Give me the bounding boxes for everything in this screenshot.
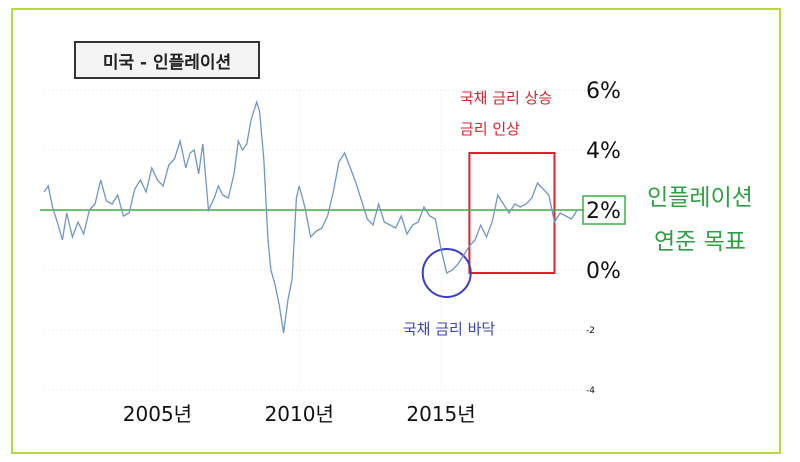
y-tick-label-3: 0% [586, 259, 621, 284]
rate-hike-label: 금리 인상 [460, 120, 520, 138]
target-tick-box [582, 195, 626, 225]
y-tick-label-4: -2 [586, 326, 595, 336]
chart-title: 미국 - 인플레이션 [74, 41, 260, 79]
y-tick-label-2: 2% [586, 199, 621, 224]
y-axis-ticks: 6% 4% 2% 0% -2 -4 [582, 79, 626, 396]
rate-rise-label: 국채 금리 상승 [460, 89, 552, 107]
x-tick-label-0: 2005년 [123, 402, 192, 426]
x-tick-label-1: 2010년 [265, 402, 334, 426]
rate-bottom-label: 국채 금리 바닥 [403, 320, 496, 338]
fed-target-label: 연준 목표 [654, 229, 746, 255]
chart-frame [11, 8, 781, 454]
rate-rise-box [468, 152, 556, 274]
inflation-label: 인플레이션 [647, 185, 753, 211]
y-tick-label-1: 4% [586, 139, 621, 164]
rate-bottom-circle [421, 248, 472, 298]
x-axis-ticks: 2005년 2010년 2015년 [123, 402, 476, 426]
x-tick-label-2: 2015년 [406, 402, 475, 426]
y-tick-label-5: -4 [586, 386, 595, 396]
y-tick-label-0: 6% [586, 79, 621, 104]
inflation-series-line [43, 99, 578, 334]
